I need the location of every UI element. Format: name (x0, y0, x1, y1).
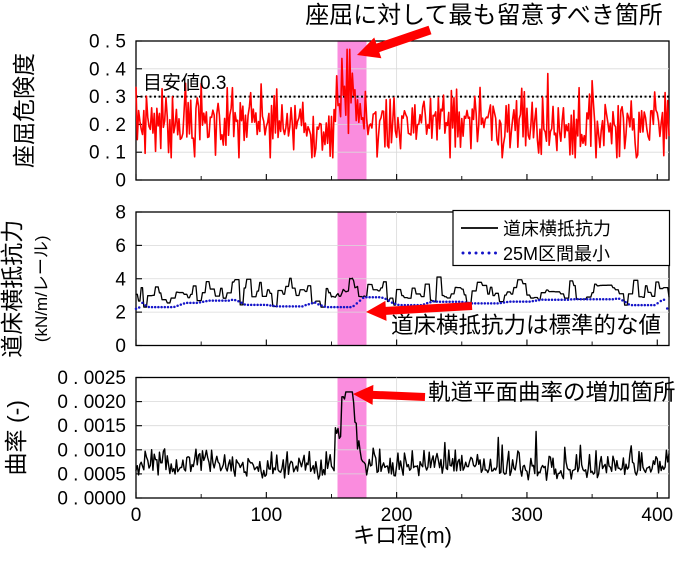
svg-text:2: 2 (115, 303, 126, 324)
svg-text:4: 4 (115, 269, 126, 290)
svg-text:曲率 (-): 曲率 (-) (3, 400, 29, 475)
svg-text:0 . 0015: 0 . 0015 (57, 416, 126, 437)
svg-text:0 . 1: 0 . 1 (89, 143, 126, 164)
svg-text:(kN/m/レール): (kN/m/レール) (32, 235, 51, 342)
svg-text:0: 0 (131, 505, 142, 526)
svg-text:6: 6 (115, 236, 126, 257)
svg-text:0 . 3: 0 . 3 (89, 87, 126, 108)
svg-text:キロ程(m): キロ程(m) (353, 523, 452, 548)
svg-text:座屈危険度: 座屈危険度 (11, 53, 37, 168)
svg-text:400: 400 (641, 505, 673, 526)
svg-text:0 . 0005: 0 . 0005 (57, 464, 126, 485)
svg-text:道床横抵抗力: 道床横抵抗力 (503, 219, 611, 239)
svg-text:8: 8 (115, 203, 126, 224)
svg-text:0 . 0025: 0 . 0025 (57, 368, 126, 389)
svg-text:0 . 4: 0 . 4 (89, 59, 126, 80)
svg-text:100: 100 (250, 505, 282, 526)
svg-text:0 . 0010: 0 . 0010 (57, 440, 126, 461)
svg-text:0: 0 (115, 336, 126, 357)
svg-text:目安値0.3: 目安値0.3 (143, 72, 226, 94)
svg-text:25M区間最小: 25M区間最小 (503, 244, 610, 264)
svg-text:道床横抵抗力は標準的な値: 道床横抵抗力は標準的な値 (391, 313, 661, 338)
svg-text:座屈に対して最も留意すべき箇所: 座屈に対して最も留意すべき箇所 (305, 2, 663, 29)
svg-text:0 . 5: 0 . 5 (89, 32, 126, 53)
svg-text:0 . 2: 0 . 2 (89, 115, 126, 136)
svg-text:0: 0 (115, 171, 126, 192)
svg-text:300: 300 (511, 505, 543, 526)
svg-text:軌道平面曲率の増加箇所: 軌道平面曲率の増加箇所 (428, 380, 676, 405)
svg-text:0 . 0020: 0 . 0020 (57, 392, 126, 413)
svg-text:道床横抵抗力: 道床横抵抗力 (0, 220, 25, 358)
svg-text:0 . 0000: 0 . 0000 (57, 489, 126, 510)
